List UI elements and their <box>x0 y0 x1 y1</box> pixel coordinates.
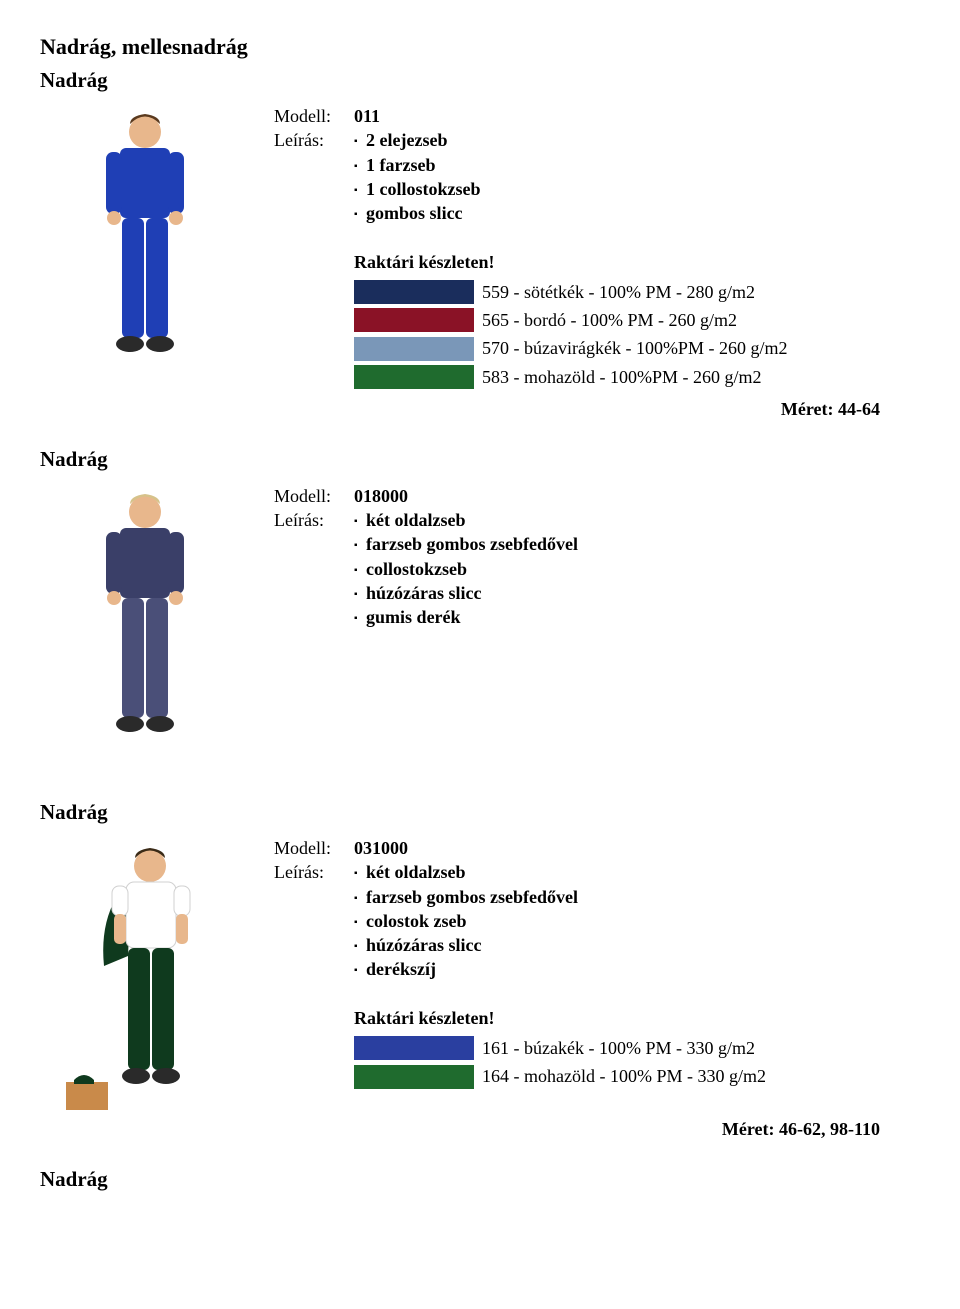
model-value: 011 <box>354 104 380 128</box>
model-value: 018000 <box>354 484 408 508</box>
figure-col-2 <box>40 836 250 1136</box>
model-label: Modell: <box>274 104 354 128</box>
figure-col-1 <box>40 484 250 774</box>
list-item: 2 elejezseb <box>354 128 481 152</box>
list-item: farzseb gombos zsebfedővel <box>354 532 578 556</box>
color-swatch-icon <box>354 1065 474 1089</box>
model-label: Modell: <box>274 484 354 508</box>
desc-label: Leírás: <box>274 508 354 629</box>
figure-col-0 <box>40 104 250 394</box>
list-item: farzseb gombos zsebfedővel <box>354 885 578 909</box>
person-figure-icon <box>70 484 220 774</box>
section-heading-0: Nadrág <box>40 66 920 94</box>
stock-label: Raktári készleten! <box>274 250 920 274</box>
model-value: 031000 <box>354 836 408 860</box>
page-title: Nadrág, mellesnadrág <box>40 32 920 62</box>
section-block-0: Modell: 011 Leírás: 2 elejezseb 1 farzse… <box>40 104 920 421</box>
feature-list: két oldalzseb farzseb gombos zsebfedővel… <box>354 860 578 981</box>
list-item: húzózáras slicc <box>354 581 578 605</box>
swatch-text: 570 - búzavirágkék - 100%PM - 260 g/m2 <box>482 336 787 360</box>
list-item: húzózáras slicc <box>354 933 578 957</box>
color-swatch-icon <box>354 337 474 361</box>
swatch-text: 559 - sötétkék - 100% PM - 280 g/m2 <box>482 280 755 304</box>
swatch-row: 570 - búzavirágkék - 100%PM - 260 g/m2 <box>274 336 920 360</box>
footer-heading: Nadrág <box>40 1165 920 1193</box>
swatch-text: 565 - bordó - 100% PM - 260 g/m2 <box>482 308 737 332</box>
desc-label: Leírás: <box>274 860 354 981</box>
swatch-row: 559 - sötétkék - 100% PM - 280 g/m2 <box>274 280 920 304</box>
swatch-row: 565 - bordó - 100% PM - 260 g/m2 <box>274 308 920 332</box>
color-swatch-icon <box>354 280 474 304</box>
swatch-row: 583 - mohazöld - 100%PM - 260 g/m2 <box>274 365 920 389</box>
size-label: Méret: 46-62, 98-110 <box>274 1117 920 1141</box>
list-item: két oldalzseb <box>354 508 578 532</box>
section-heading-1: Nadrág <box>40 445 920 473</box>
color-swatch-icon <box>354 1036 474 1060</box>
swatch-row: 164 - mohazöld - 100% PM - 330 g/m2 <box>274 1064 920 1088</box>
list-item: 1 collostokzseb <box>354 177 481 201</box>
section-block-2: Modell: 031000 Leírás: két oldalzseb far… <box>40 836 920 1141</box>
stock-label: Raktári készleten! <box>274 1006 920 1030</box>
person-figure-icon <box>60 836 230 1136</box>
list-item: gumis derék <box>354 605 578 629</box>
list-item: gombos slicc <box>354 201 481 225</box>
section-heading-2: Nadrág <box>40 798 920 826</box>
section-block-1: Modell: 018000 Leírás: két oldalzseb far… <box>40 484 920 774</box>
model-label: Modell: <box>274 836 354 860</box>
list-item: két oldalzseb <box>354 860 578 884</box>
list-item: 1 farzseb <box>354 153 481 177</box>
swatch-text: 164 - mohazöld - 100% PM - 330 g/m2 <box>482 1064 766 1088</box>
person-figure-icon <box>70 104 220 394</box>
color-swatch-icon <box>354 308 474 332</box>
list-item: colostok zseb <box>354 909 578 933</box>
list-item: derékszíj <box>354 957 578 981</box>
swatch-row: 161 - búzakék - 100% PM - 330 g/m2 <box>274 1036 920 1060</box>
desc-label: Leírás: <box>274 128 354 225</box>
swatch-text: 583 - mohazöld - 100%PM - 260 g/m2 <box>482 365 761 389</box>
swatch-text: 161 - búzakék - 100% PM - 330 g/m2 <box>482 1036 755 1060</box>
color-swatch-icon <box>354 365 474 389</box>
size-label: Méret: 44-64 <box>274 397 920 421</box>
feature-list: két oldalzseb farzseb gombos zsebfedővel… <box>354 508 578 629</box>
feature-list: 2 elejezseb 1 farzseb 1 collostokzseb go… <box>354 128 481 225</box>
list-item: collostokzseb <box>354 557 578 581</box>
